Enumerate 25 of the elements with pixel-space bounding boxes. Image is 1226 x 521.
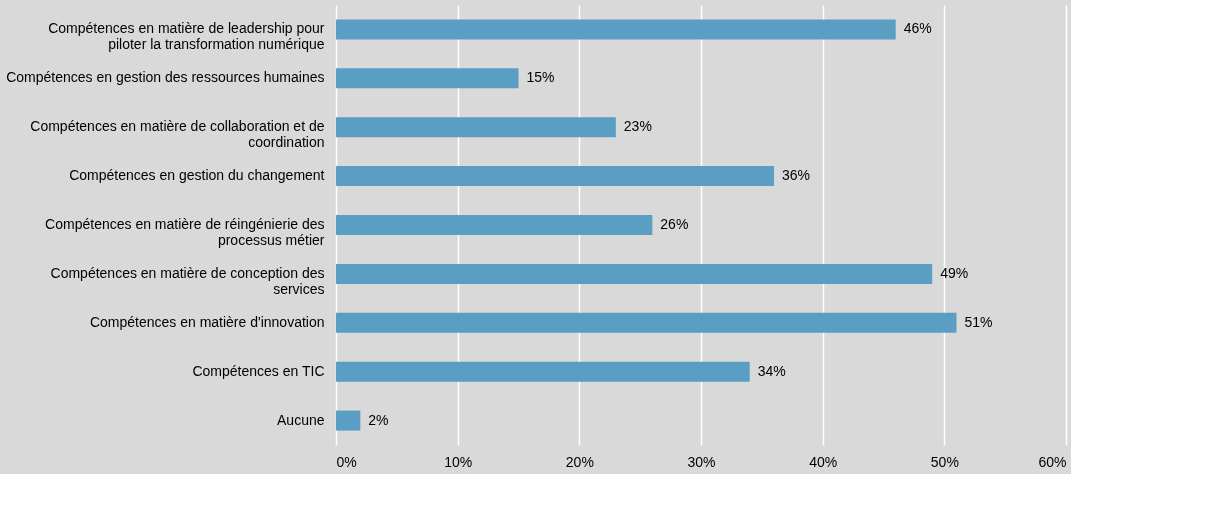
x-tick-label: 0%	[336, 453, 357, 470]
data-label: 26%	[660, 216, 689, 232]
y-tick-label: Compétences en matière de leadership pour piloter la transformation numérique	[48, 20, 325, 53]
y-tick-label: Compétences en TIC	[192, 362, 325, 379]
data-label: 15%	[526, 69, 555, 86]
x-tick-label: 30%	[687, 453, 716, 470]
x-tick-label: 60%	[1038, 453, 1067, 470]
data-label: 23%	[623, 118, 652, 135]
x-tick-label: 20%	[565, 453, 594, 470]
data-label: 46%	[903, 20, 932, 37]
y-tick-label: Compétences en matière de réingénierie des processus métier	[45, 216, 325, 248]
data-label: 34%	[757, 362, 786, 379]
y-tick-label: Aucune	[277, 411, 325, 428]
data-label: 2%	[368, 411, 389, 428]
y-tick-label: Compétences en matière d'innovation	[89, 313, 325, 330]
y-tick-label: Compétences en matière de collaboration et de coordination	[30, 118, 325, 151]
data-label: 49%	[940, 264, 969, 281]
y-tick-label: Compétences en matière de conception des services	[50, 264, 325, 297]
y-tick-label: Compétences en gestion du changement	[69, 167, 325, 184]
x-tick-label: 40%	[809, 453, 838, 470]
data-label: 51%	[964, 313, 993, 330]
y-tick-label: Compétences en gestion des ressources humaines	[6, 69, 325, 86]
x-tick-label: 10%	[444, 453, 473, 470]
data-label: 36%	[782, 167, 811, 184]
x-tick-label: 50%	[930, 453, 959, 470]
